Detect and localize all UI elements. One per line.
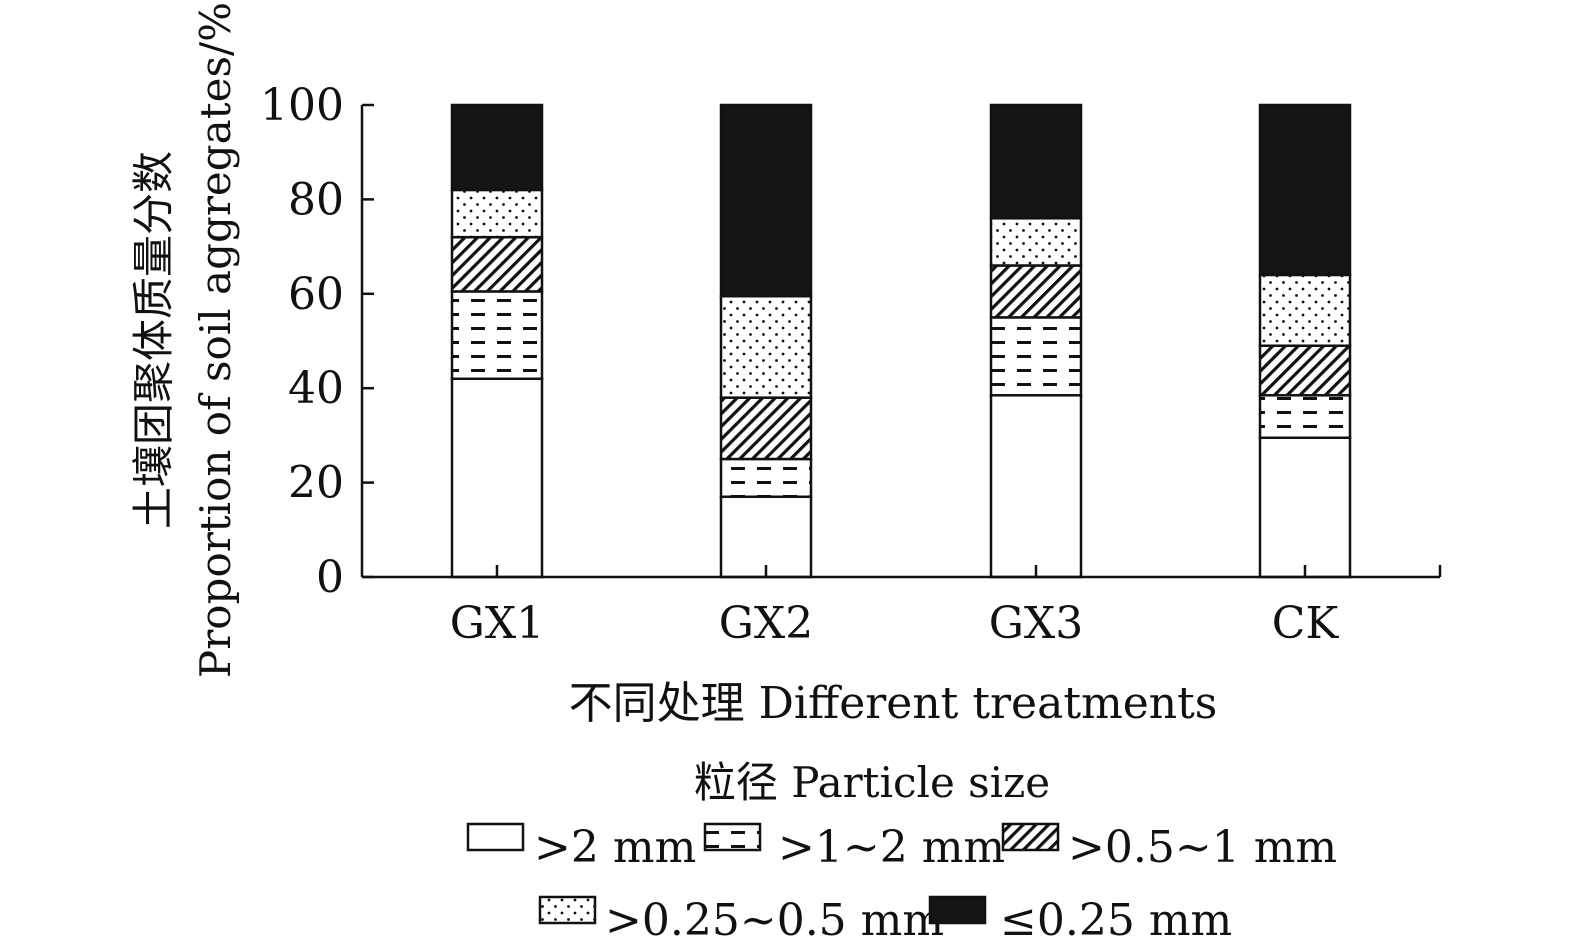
bar-segment bbox=[1258, 273, 1352, 347]
bars-group bbox=[450, 103, 1352, 579]
y-tick-label: 60 bbox=[288, 269, 344, 320]
bar-stack-gx1 bbox=[450, 103, 544, 579]
y-tick-label: 0 bbox=[316, 552, 344, 603]
y-tick-label: 100 bbox=[260, 80, 344, 131]
bar-segment bbox=[719, 103, 813, 298]
x-tick-label: GX1 bbox=[450, 598, 544, 649]
bar-segment bbox=[450, 290, 544, 381]
bar-segment bbox=[989, 217, 1083, 267]
bar-stack-gx2 bbox=[719, 103, 813, 579]
bar-stack-ck bbox=[1258, 103, 1352, 579]
legend-swatch bbox=[538, 895, 597, 925]
bar-segment bbox=[719, 495, 813, 579]
legend-item: >0.5~1 mm bbox=[1001, 822, 1337, 873]
bar-segment bbox=[1258, 344, 1352, 397]
legend-label: >2 mm bbox=[534, 822, 696, 873]
y-axis-title-english: Proportion of soil aggregates/% bbox=[191, 2, 240, 678]
bar-segment bbox=[450, 235, 544, 293]
y-tick-label: 40 bbox=[288, 363, 344, 414]
legend-label: ≤0.25 mm bbox=[1000, 895, 1232, 946]
x-axis-title: 不同处理 Different treatments bbox=[569, 678, 1218, 729]
bar-stack-gx3 bbox=[989, 103, 1083, 579]
legend-label: >0.5~1 mm bbox=[1068, 822, 1337, 873]
legend-label: >0.25~0.5 mm bbox=[605, 895, 944, 946]
legend-swatch bbox=[1001, 822, 1060, 852]
bar-segment bbox=[989, 316, 1083, 397]
bar-segment bbox=[450, 103, 544, 192]
bar-segment bbox=[719, 396, 813, 461]
x-tick-label: GX3 bbox=[989, 598, 1083, 649]
y-tick-label: 80 bbox=[288, 174, 344, 225]
legend-item: ≤0.25 mm bbox=[928, 895, 1232, 946]
y-axis: 0 20 40 60 80 100 bbox=[260, 80, 374, 603]
legend-swatch bbox=[928, 895, 987, 925]
bar-segment bbox=[989, 103, 1083, 220]
bar-segment bbox=[989, 394, 1083, 579]
bar-segment bbox=[1258, 394, 1352, 440]
y-axis-title-chinese: 土壤团聚体质量分数 bbox=[129, 151, 178, 529]
x-tick-label: GX2 bbox=[719, 598, 813, 649]
bar-segment bbox=[989, 264, 1083, 319]
y-tick-label: 20 bbox=[288, 458, 344, 509]
legend: >2 mm >1~2 mm >0.5~1 mm >0.25~0.5 mm ≤0.25 m… bbox=[466, 822, 1337, 946]
y-axis-title: 土壤团聚体质量分数 Proportion of soil aggregates/… bbox=[129, 2, 240, 678]
bar-segment bbox=[1258, 103, 1352, 277]
bar-segment bbox=[719, 457, 813, 499]
bar-segment bbox=[719, 294, 813, 399]
legend-title: 粒径 Particle size bbox=[694, 758, 1050, 807]
legend-swatch bbox=[703, 822, 762, 852]
x-axis: GX1 GX2 GX3 CK bbox=[450, 565, 1340, 649]
legend-swatch bbox=[466, 822, 525, 852]
legend-label: >1~2 mm bbox=[778, 822, 1005, 873]
legend-item: >2 mm bbox=[466, 822, 696, 873]
bar-segment bbox=[450, 377, 544, 579]
axes bbox=[360, 105, 1442, 579]
bar-segment bbox=[1258, 436, 1352, 579]
x-tick-label: CK bbox=[1272, 598, 1340, 649]
legend-item: >1~2 mm bbox=[703, 822, 1005, 873]
bar-segment bbox=[450, 188, 544, 239]
legend-item: >0.25~0.5 mm bbox=[538, 895, 944, 946]
